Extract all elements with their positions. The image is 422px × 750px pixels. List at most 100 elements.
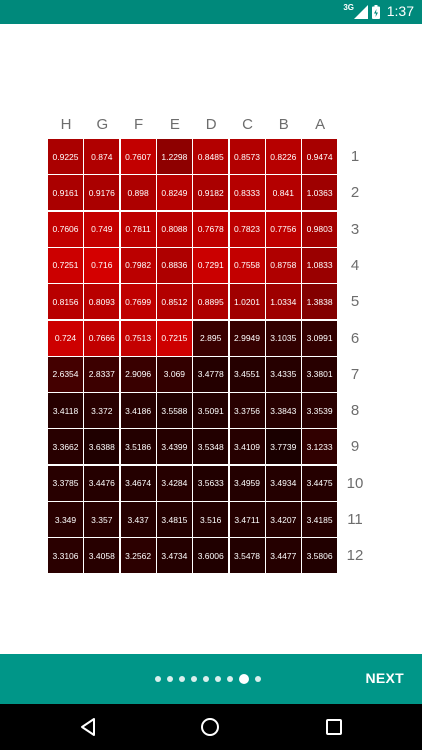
plate-well: 0.9803: [302, 211, 338, 247]
page-dot: [155, 676, 161, 682]
plate-well: 3.5588: [156, 393, 192, 429]
plate-well: 3.4207: [265, 502, 301, 537]
plate-well: 2.6354: [48, 356, 83, 392]
plate-well: 3.4934: [265, 465, 301, 501]
plate-well: 0.7982: [120, 247, 156, 283]
page-indicator: [155, 673, 261, 685]
plate-well: 0.898: [120, 175, 156, 211]
plate-well: 1.0363: [302, 175, 338, 211]
recents-icon[interactable]: [324, 717, 344, 737]
plate-well: 0.8249: [156, 175, 192, 211]
plate-well: 3.4185: [302, 502, 338, 537]
row-label: 11: [347, 511, 363, 528]
plate-well: 3.1035: [265, 320, 301, 356]
navigation-bar: [0, 704, 422, 750]
network-type: 3G: [343, 3, 354, 12]
plate-well: 3.4109: [229, 429, 265, 465]
plate-well: 3.516: [193, 502, 229, 537]
page-dot: [167, 676, 173, 682]
plate-well: 3.349: [48, 502, 83, 537]
plate-well: 1.0334: [265, 284, 301, 320]
plate-well: 0.724: [48, 320, 83, 356]
plate-well: 3.2562: [120, 538, 156, 574]
plate-well: 3.3662: [48, 429, 83, 465]
plate-well: 0.7666: [84, 320, 120, 356]
plate-well: 0.8836: [156, 247, 192, 283]
row-label: 9: [350, 438, 360, 456]
row-label: 8: [350, 402, 360, 420]
plate-well: 3.5091: [193, 393, 229, 429]
plate-well: 2.895: [193, 320, 229, 356]
plate-well: 0.7215: [156, 320, 192, 356]
plate-well: 1.2298: [156, 139, 192, 174]
plate-well: 0.716: [84, 247, 120, 283]
plate-well: 3.4711: [229, 502, 265, 537]
plate-well: 2.8337: [84, 356, 120, 392]
row-label: 7: [350, 365, 360, 383]
plate-well: 0.8333: [229, 175, 265, 211]
plate-well: 3.4058: [84, 538, 120, 574]
onboarding-footer: NEXT: [0, 654, 422, 704]
row-label: 2: [350, 184, 360, 202]
plate-well: 0.8226: [265, 139, 301, 174]
plate-well: 0.8895: [193, 284, 229, 320]
plate-well: 0.7678: [193, 211, 229, 247]
row-label: 5: [350, 293, 360, 311]
plate-well: 3.4476: [84, 465, 120, 501]
page-dot: [203, 676, 209, 682]
page-dot: [191, 676, 197, 682]
plate-well: 3.5348: [193, 429, 229, 465]
next-button[interactable]: NEXT: [365, 670, 404, 686]
plate-well: 3.4477: [265, 538, 301, 574]
plate-well: 3.6006: [193, 538, 229, 574]
column-header: B: [278, 116, 289, 133]
column-header: C: [242, 116, 253, 133]
plate-well: 0.8573: [229, 139, 265, 174]
page-dot: [227, 676, 233, 682]
plate-well: 3.5806: [302, 538, 338, 574]
plate-well: 2.9949: [229, 320, 265, 356]
plate-well: 3.4551: [229, 356, 265, 392]
plate-well: 3.0991: [302, 320, 338, 356]
plate-well: 3.7739: [265, 429, 301, 465]
plate-well: 0.8088: [156, 211, 192, 247]
plate-well: 3.4284: [156, 465, 192, 501]
battery-icon: [372, 5, 380, 19]
page-dot: [215, 676, 221, 682]
plate-well: 0.7756: [265, 211, 301, 247]
plate-well: 3.3785: [48, 465, 83, 501]
plate-well: 3.5478: [229, 538, 265, 574]
row-label: 6: [350, 329, 360, 347]
back-icon[interactable]: [78, 717, 98, 737]
plate-well: 3.4118: [48, 393, 83, 429]
plate-well: 3.3801: [302, 356, 338, 392]
plate-well: 1.3838: [302, 284, 338, 320]
plate-well: 3.4778: [193, 356, 229, 392]
plate-well: 0.8093: [84, 284, 120, 320]
plate-well: 3.4734: [156, 538, 192, 574]
plate-well: 2.9096: [120, 356, 156, 392]
plate-well: 1.0201: [229, 284, 265, 320]
plate-well: 3.4674: [120, 465, 156, 501]
plate-well: 3.3106: [48, 538, 83, 574]
column-header: F: [134, 116, 144, 133]
plate-well: 3.1233: [302, 429, 338, 465]
plate-well: 0.9225: [48, 139, 83, 174]
plate-well: 3.3843: [265, 393, 301, 429]
row-label: 1: [350, 148, 360, 165]
plate-well: 3.4475: [302, 465, 338, 501]
plate-well: 0.9161: [48, 175, 83, 211]
plate-well: 3.5186: [120, 429, 156, 465]
plate-well: 3.357: [84, 502, 120, 537]
home-icon[interactable]: [200, 717, 220, 737]
column-header: G: [96, 116, 109, 133]
plate-well: 0.8156: [48, 284, 83, 320]
plate-well: 1.0833: [302, 247, 338, 283]
plate-well: 3.3539: [302, 393, 338, 429]
plate-well: 0.7811: [120, 211, 156, 247]
row-label: 4: [350, 256, 360, 274]
row-label: 10: [346, 474, 364, 492]
plate-well: 0.749: [84, 211, 120, 247]
